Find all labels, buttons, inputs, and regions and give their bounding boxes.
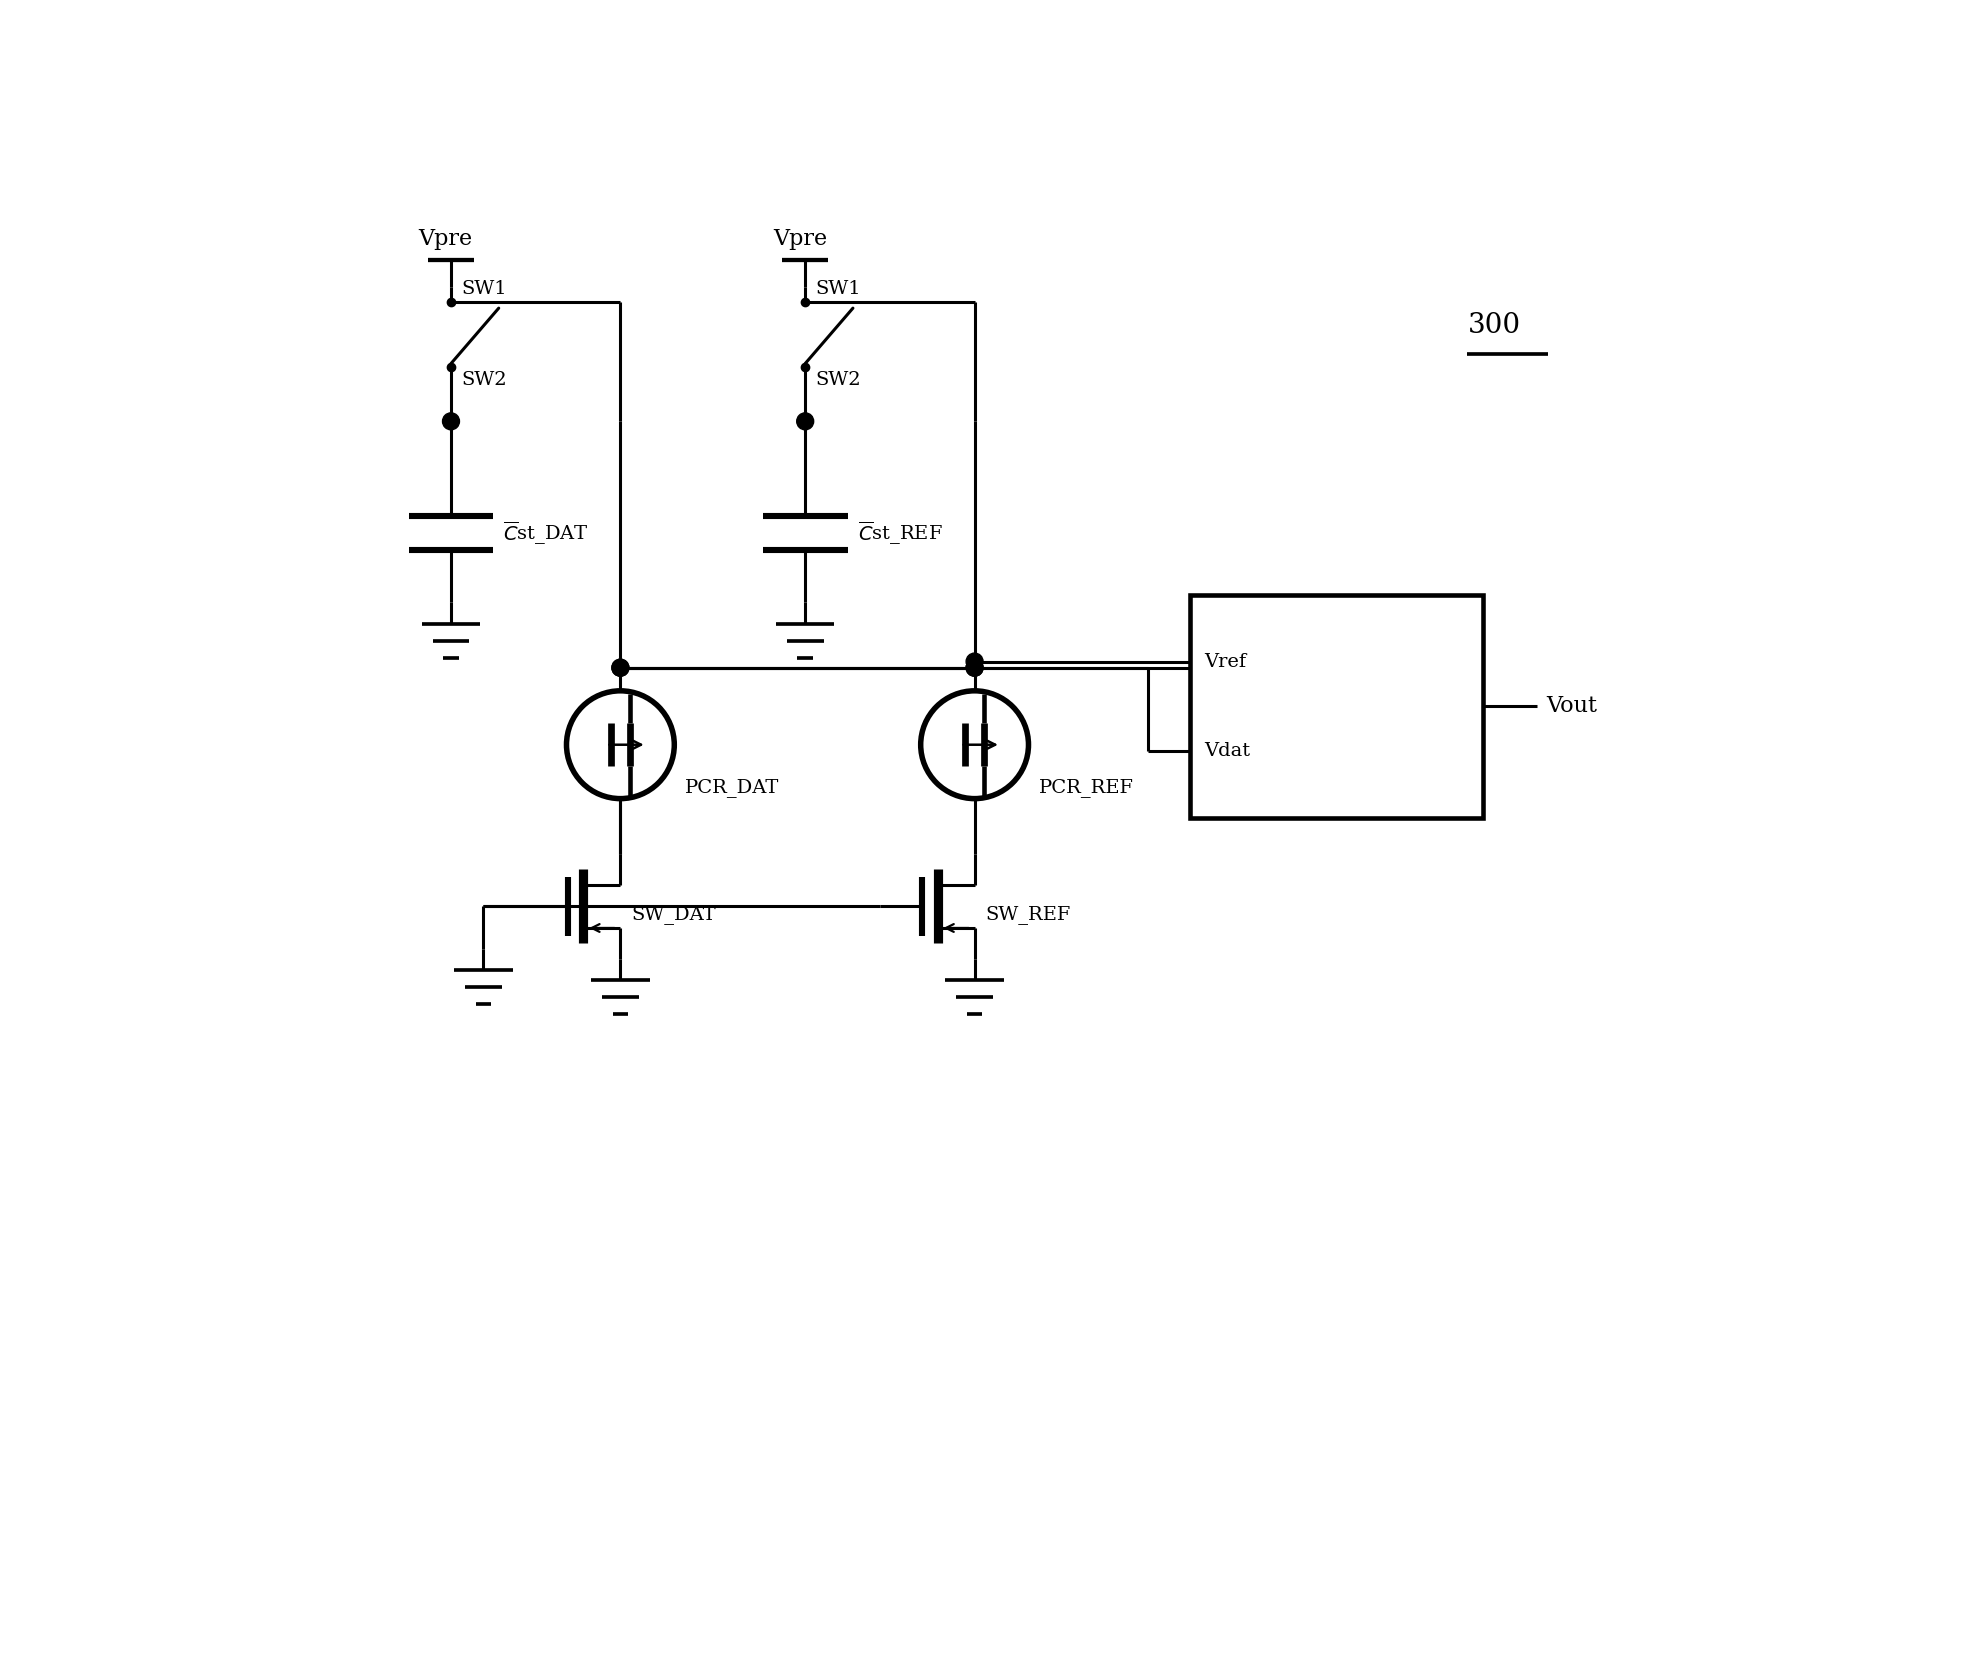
Text: PCR_DAT: PCR_DAT — [685, 778, 779, 797]
Text: SW2: SW2 — [460, 371, 507, 389]
Text: SW2: SW2 — [814, 371, 862, 389]
Circle shape — [966, 659, 984, 677]
Circle shape — [797, 412, 814, 429]
Text: Vpre: Vpre — [773, 228, 826, 251]
Circle shape — [443, 412, 460, 429]
Text: SW_REF: SW_REF — [985, 905, 1070, 923]
Text: Vref: Vref — [1204, 652, 1247, 670]
Circle shape — [966, 654, 984, 670]
Text: Vpre: Vpre — [419, 228, 472, 251]
Text: SW1: SW1 — [460, 279, 507, 298]
Text: 300: 300 — [1467, 311, 1520, 339]
Text: Vout: Vout — [1546, 695, 1597, 717]
Circle shape — [612, 659, 629, 677]
Text: $\overline{C}$st_DAT: $\overline{C}$st_DAT — [504, 519, 590, 547]
Circle shape — [966, 659, 984, 677]
Bar — [1190, 595, 1483, 818]
Text: SW_DAT: SW_DAT — [631, 905, 716, 923]
Text: SW1: SW1 — [814, 279, 862, 298]
Text: Vdat: Vdat — [1204, 742, 1251, 760]
Text: $\overline{C}$st_REF: $\overline{C}$st_REF — [858, 519, 942, 547]
Text: PCR_REF: PCR_REF — [1039, 778, 1135, 797]
Circle shape — [612, 659, 629, 677]
